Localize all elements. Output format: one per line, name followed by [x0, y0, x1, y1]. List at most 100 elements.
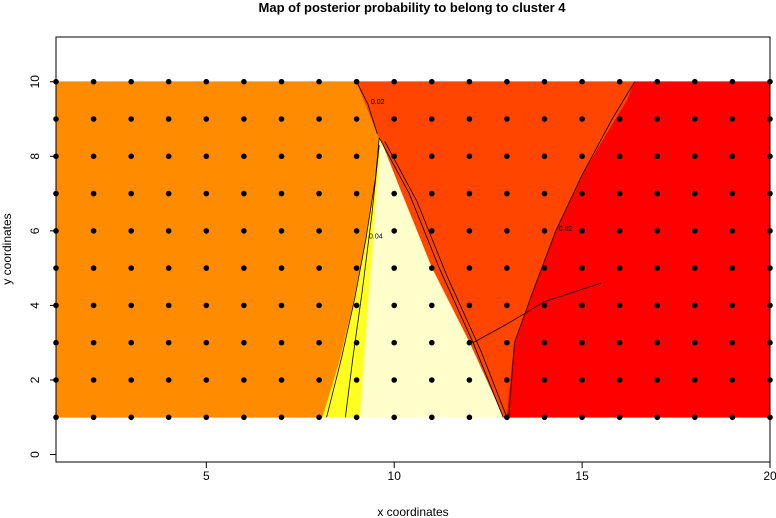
sample-point: [353, 377, 360, 383]
sample-point: [429, 302, 435, 309]
contour-label-1: 0.04: [369, 233, 383, 240]
sample-point: [504, 228, 510, 234]
contour-line-7: [472, 282, 602, 344]
sample-point: [729, 116, 736, 122]
sample-point: [692, 414, 698, 421]
sample-point: [241, 116, 247, 122]
sample-point: [241, 339, 247, 346]
y-tick-label: 8: [28, 153, 42, 160]
sample-point: [429, 265, 435, 271]
sample-point: [241, 78, 247, 85]
sample-point: [579, 265, 585, 271]
sample-point: [278, 190, 285, 197]
sample-point: [654, 302, 661, 309]
sample-point: [504, 153, 510, 160]
y-tick-label: 4: [28, 302, 42, 309]
sample-point: [541, 116, 548, 122]
sample-point: [203, 228, 210, 234]
sample-point: [165, 153, 172, 160]
sample-point: [316, 153, 322, 160]
sample-point: [654, 78, 661, 85]
sample-point: [466, 302, 473, 309]
sample-point: [278, 228, 285, 234]
sample-point: [278, 377, 285, 383]
sample-point: [316, 377, 322, 383]
sample-point: [391, 339, 398, 346]
probability-field: [55, 81, 771, 418]
sample-point: [391, 190, 398, 197]
contour-label-5: 0.02: [371, 99, 385, 106]
sample-point: [616, 153, 623, 160]
sample-point: [504, 339, 510, 346]
sample-point: [466, 265, 473, 271]
sample-point: [241, 265, 247, 271]
sample-point: [165, 302, 172, 309]
sample-point: [579, 78, 585, 85]
sample-point: [128, 265, 134, 271]
sample-point: [316, 78, 322, 85]
sample-point: [128, 339, 134, 346]
sample-point: [391, 302, 398, 309]
sample-point: [391, 116, 398, 122]
sample-point: [729, 265, 736, 271]
sample-point: [241, 302, 247, 309]
sample-point: [128, 228, 134, 234]
sample-point: [504, 302, 510, 309]
sample-point: [541, 377, 548, 383]
sample-point: [128, 302, 134, 309]
sample-point: [504, 190, 510, 197]
sample-point: [466, 153, 473, 160]
sample-point: [616, 78, 623, 85]
sample-point: [504, 377, 510, 383]
sample-point: [316, 228, 322, 234]
sample-point: [729, 78, 736, 85]
y-tick-label: 10: [28, 75, 42, 89]
sample-point: [203, 339, 210, 346]
sample-point: [692, 339, 698, 346]
sample-point: [541, 228, 548, 234]
sample-point: [654, 116, 661, 122]
sample-point: [128, 153, 134, 160]
sample-point: [90, 153, 97, 160]
chart-title: Map of posterior probability to belong t…: [259, 0, 567, 15]
sample-point: [466, 414, 473, 421]
sample-point: [616, 414, 623, 421]
contour-line-4: [384, 141, 508, 418]
x-axis: 5 10 15 20: [203, 462, 776, 483]
sample-point: [504, 265, 510, 271]
sample-point: [504, 414, 510, 421]
sample-point: [729, 302, 736, 309]
sample-point: [692, 228, 698, 234]
sample-point: [278, 414, 285, 421]
sample-point: [128, 78, 134, 85]
sample-point: [579, 302, 585, 309]
x-tick-label: 5: [203, 469, 210, 483]
sample-point: [165, 339, 172, 346]
sample-point: [241, 190, 247, 197]
x-tick-label: 20: [763, 469, 776, 483]
sample-point: [353, 339, 360, 346]
sample-point: [729, 190, 736, 197]
sample-point: [128, 414, 134, 421]
y-axis-label: y coordinates: [0, 213, 14, 284]
sample-point: [165, 78, 172, 85]
sample-point: [579, 190, 585, 197]
sample-point: [466, 339, 473, 346]
sample-point: [203, 302, 210, 309]
sample-point: [353, 302, 360, 309]
sample-point: [90, 265, 97, 271]
sample-point: [729, 153, 736, 160]
sample-point: [541, 190, 548, 197]
sample-point: [316, 265, 322, 271]
sample-point: [391, 228, 398, 234]
sample-point: [353, 414, 360, 421]
sample-point: [616, 377, 623, 383]
sample-point: [165, 377, 172, 383]
sample-point: [353, 265, 360, 271]
sample-point: [466, 377, 473, 383]
sample-point: [541, 265, 548, 271]
sample-point: [654, 377, 661, 383]
x-tick-label: 10: [388, 469, 402, 483]
sample-point: [616, 302, 623, 309]
